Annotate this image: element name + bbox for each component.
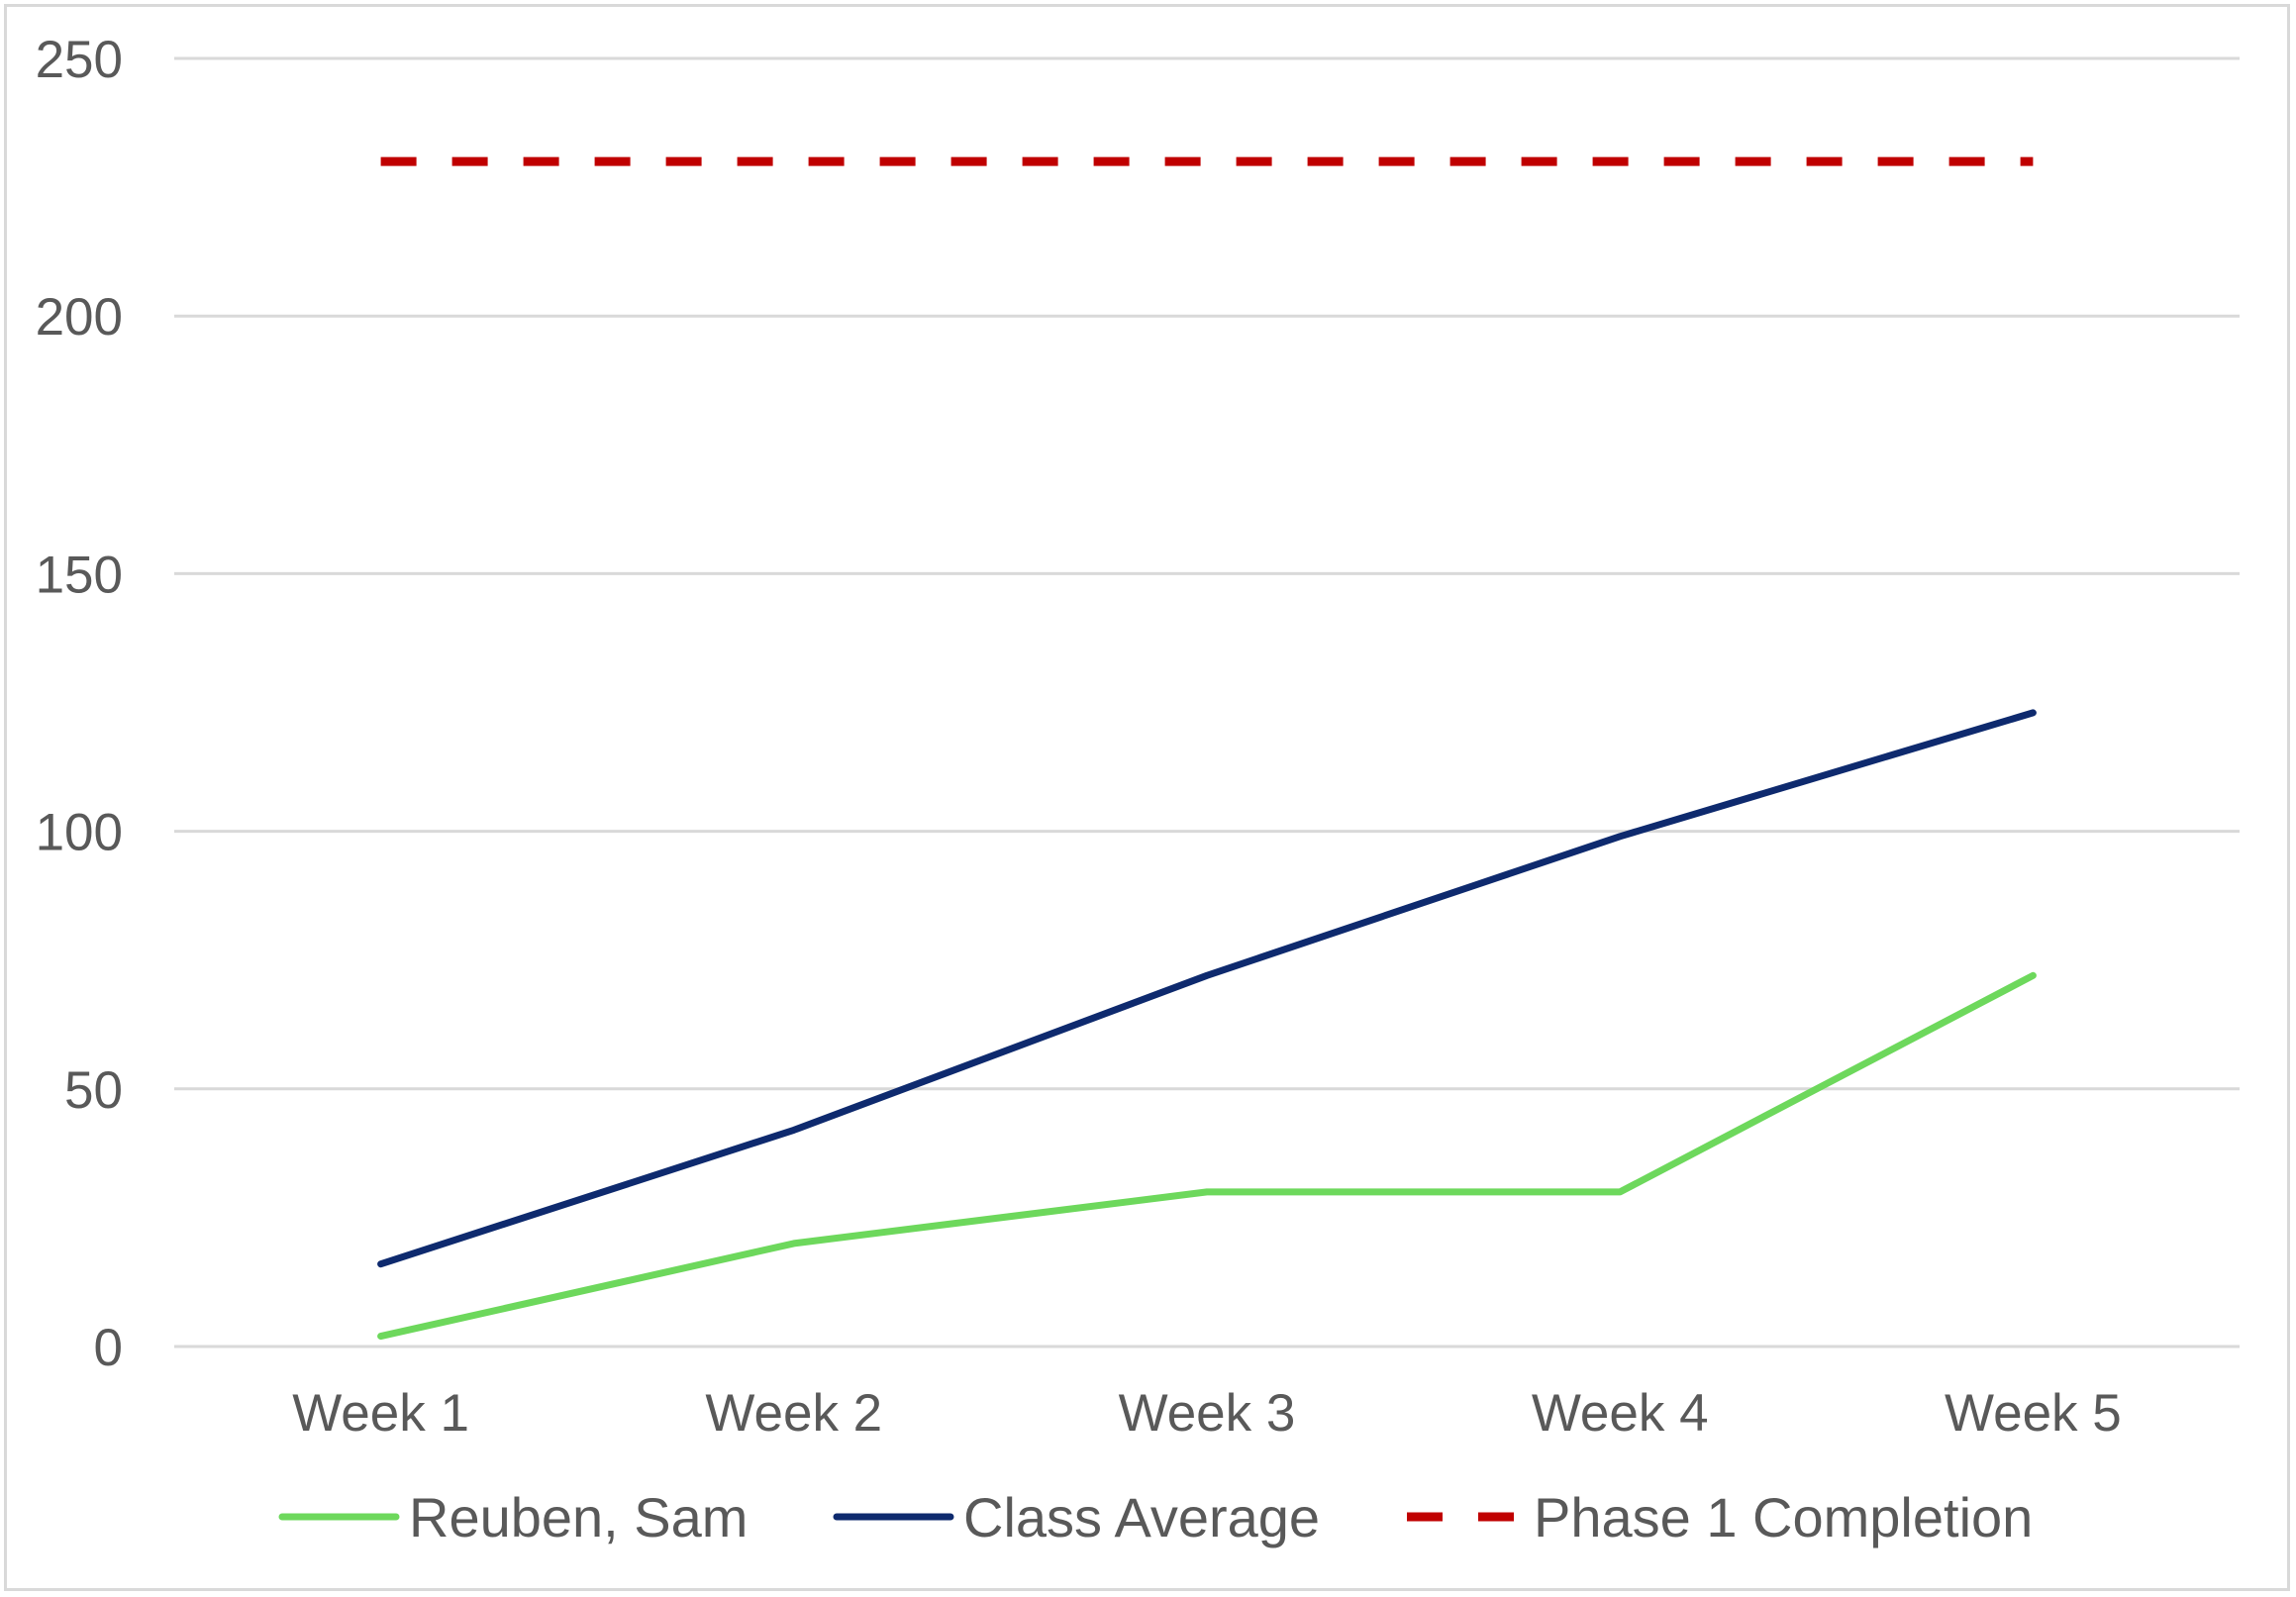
x-tick-label: Week 1: [292, 1384, 469, 1443]
y-tick-label: 100: [36, 804, 123, 862]
y-tick-label: 150: [36, 546, 123, 604]
gridlines: [174, 56, 2240, 1348]
y-tick-label: 50: [64, 1061, 123, 1120]
y-tick-label: 250: [36, 31, 123, 89]
series-lines: [377, 156, 2037, 1341]
x-tick-label: Week 3: [1119, 1384, 1296, 1443]
legend-label-reuben-sam: Reuben, Sam: [409, 1486, 748, 1548]
legend-label-class-average: Class Average: [963, 1486, 1320, 1548]
series-line-class-average: [377, 709, 2037, 1268]
legend-label-phase-1-completion: Phase 1 Completion: [1534, 1486, 2033, 1548]
x-tick-label: Week 2: [705, 1384, 882, 1443]
y-tick-label: 200: [36, 288, 123, 347]
x-axis-tick-labels: Week 1 Week 2 Week 3 Week 4 Week 5: [292, 1384, 2122, 1443]
chart-frame: [4, 4, 2290, 1591]
x-tick-label: Week 5: [1945, 1384, 2122, 1443]
legend: Reuben, Sam Class Average Phase 1 Completi…: [278, 1486, 2033, 1548]
x-tick-label: Week 4: [1532, 1384, 1709, 1443]
y-axis-tick-labels: 0 50 100 150 200 250: [36, 31, 123, 1377]
series-line-reuben-sam: [377, 971, 2037, 1341]
y-tick-label: 0: [94, 1319, 123, 1377]
